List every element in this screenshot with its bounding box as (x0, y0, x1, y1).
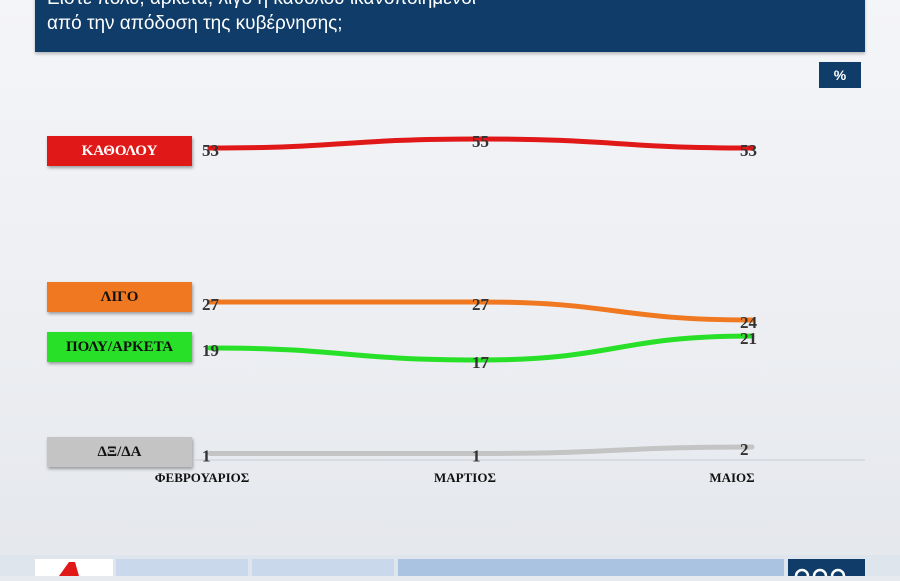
series-2-data-label: 19 (202, 341, 219, 360)
footer-segment-3 (398, 559, 784, 576)
footer-bar (0, 555, 900, 581)
chart-title: Είστε πολύ, αρκετά, λίγο ή καθόλου ικανο… (35, 0, 865, 52)
footer-brand-panel (788, 559, 865, 581)
title-line-2: από την απόδοση της κυβέρνησης; (47, 13, 343, 34)
series-2-data-label: 17 (472, 353, 490, 372)
brand-logo-icon (794, 568, 846, 581)
series-1-data-label: 24 (740, 313, 758, 332)
series-0-data-label: 53 (740, 141, 757, 160)
series-2-data-label: 21 (740, 329, 757, 348)
footer-segment-2 (252, 559, 394, 576)
series-0-data-label: 53 (202, 141, 219, 160)
title-line-1: Είστε πολύ, αρκετά, λίγο ή καθόλου ικανο… (47, 0, 865, 11)
series-0-line (207, 136, 755, 151)
footer-logo-panel (35, 559, 113, 576)
series-3-data-label: 1 (472, 447, 481, 466)
x-tick-label: ΜΑΡΤΙΟΣ (434, 470, 496, 485)
unit-badge: % (819, 62, 861, 88)
series-1-data-label: 27 (202, 295, 220, 314)
x-tick-label: ΜΑΙΟΣ (709, 470, 754, 485)
series-2-line (207, 333, 755, 363)
x-tick-label: ΦΕΒΡΟΥΑΡΙΟΣ (155, 470, 250, 485)
series-1-data-label: 27 (472, 295, 490, 314)
legend-item-3: ΔΞ/ΔΑ (47, 437, 192, 467)
legend-item-2: ΠΟΛΥ/ΑΡΚΕΤΑ (47, 332, 192, 362)
series-1-line (207, 299, 755, 323)
channel-logo-icon (59, 562, 79, 576)
footer-segment-1 (116, 559, 248, 576)
legend-item-1: ΛΙΓΟ (47, 282, 192, 312)
series-3-data-label: 2 (740, 440, 749, 459)
series-3-line (207, 444, 755, 457)
series-3-data-label: 1 (202, 447, 211, 466)
legend-item-0: ΚΑΘΟΛΟΥ (47, 136, 192, 166)
series-0-data-label: 55 (472, 132, 489, 151)
